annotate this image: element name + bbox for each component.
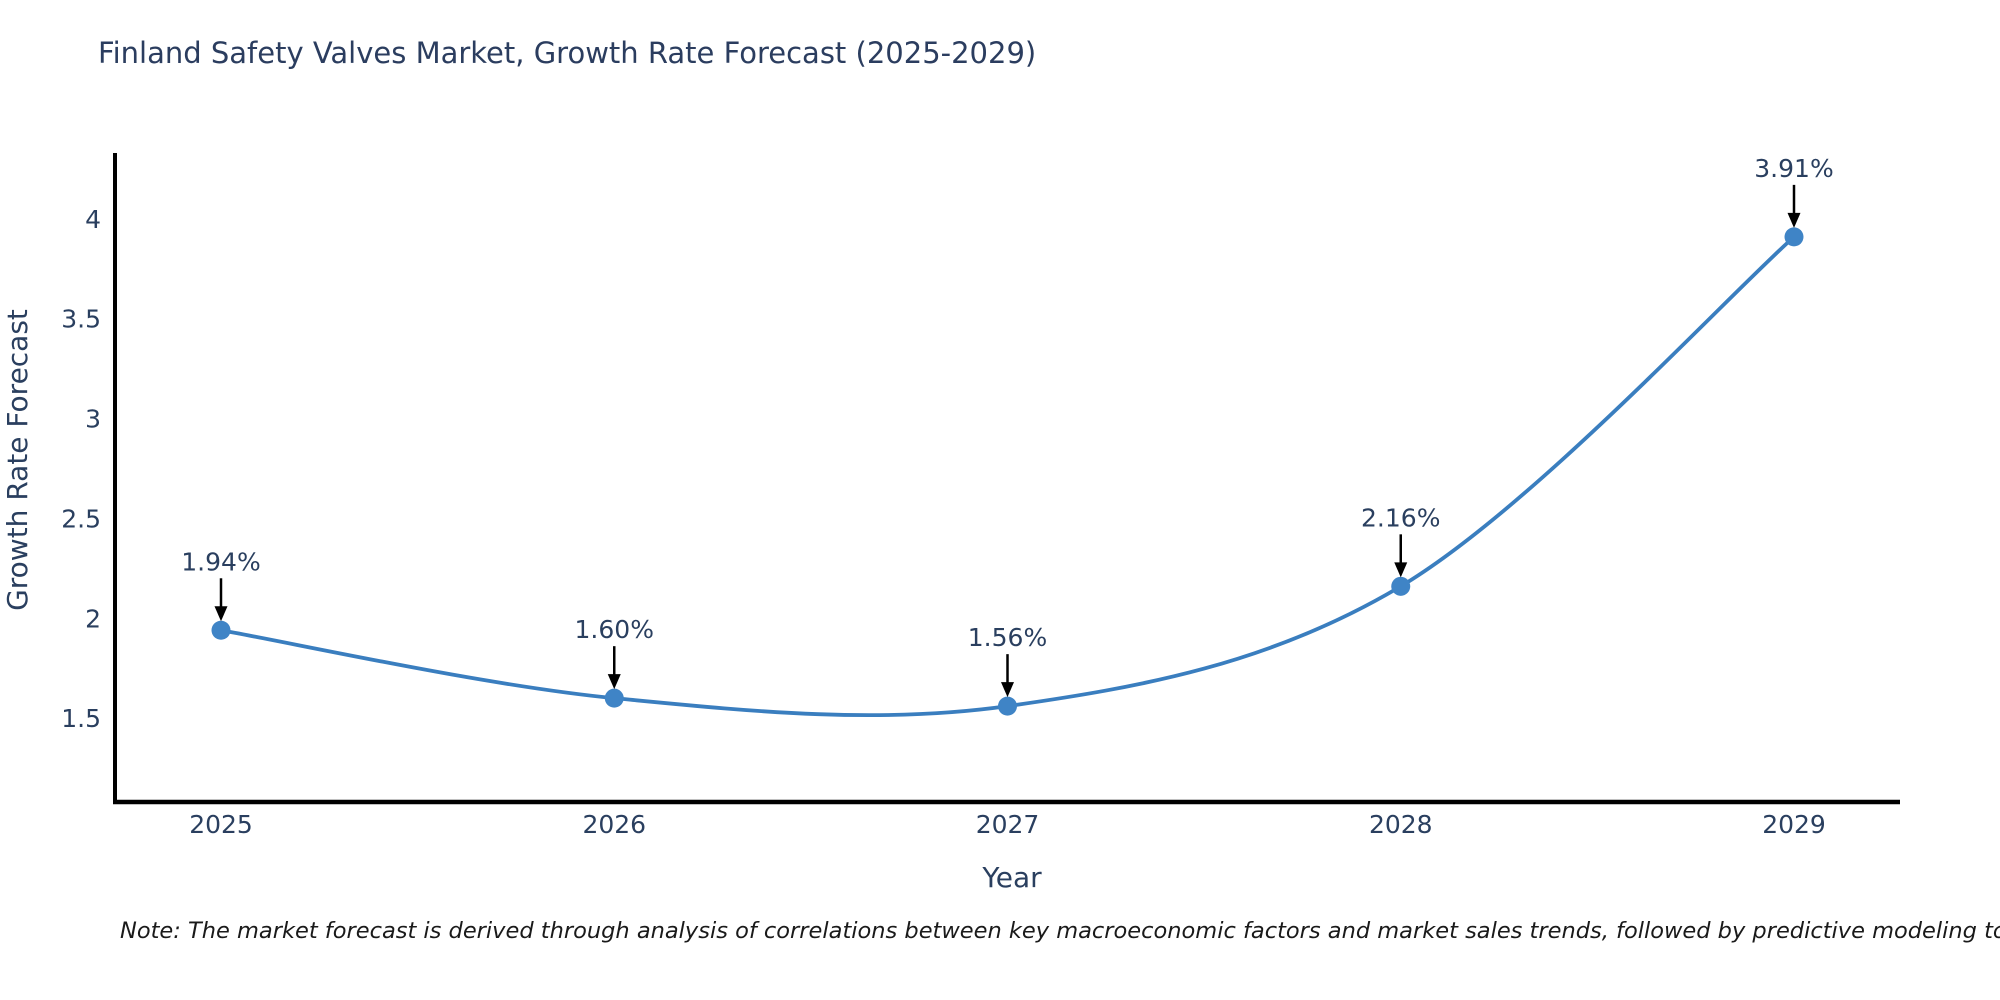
data-point-2028 [1391,576,1411,596]
annotation-label: 3.91% [1754,154,1833,183]
x-tick-label: 2026 [582,810,646,839]
annotation-arrowhead [1001,682,1014,698]
data-point-2029 [1784,227,1804,247]
annotation-arrowhead [1394,562,1408,578]
annotation-arrowhead [1787,212,1801,228]
x-tick-label: 2028 [1369,810,1433,839]
forecast-line [219,234,1796,718]
y-tick-label: 4 [85,205,101,234]
y-tick-label: 3.5 [61,305,101,334]
x-tick-label: 2027 [976,810,1040,839]
annotation-arrowhead [214,606,228,622]
annotation-label: 1.56% [968,623,1047,652]
data-point-2026 [604,688,624,708]
data-point-2027 [998,696,1017,716]
y-tick-label: 1.5 [61,704,101,733]
y-axis-title: Growth Rate Forecast [1,309,34,611]
annotation-label: 1.60% [575,615,654,644]
annotation-label: 1.94% [181,547,260,576]
data-point-2025 [211,620,231,640]
footnote-text: Note: The market forecast is derived thr… [120,918,2000,944]
y-tick-label: 2 [85,604,101,633]
x-tick-label: 2025 [189,810,253,839]
x-axis-title: Year [981,861,1042,894]
y-tick-label: 3 [85,405,101,434]
y-tick-label: 2.5 [61,504,101,533]
annotation-label: 2.16% [1361,503,1440,532]
x-tick-label: 2029 [1762,810,1826,839]
chart-title: Finland Safety Valves Market, Growth Rat… [98,36,1037,70]
annotation-arrowhead [607,674,621,690]
